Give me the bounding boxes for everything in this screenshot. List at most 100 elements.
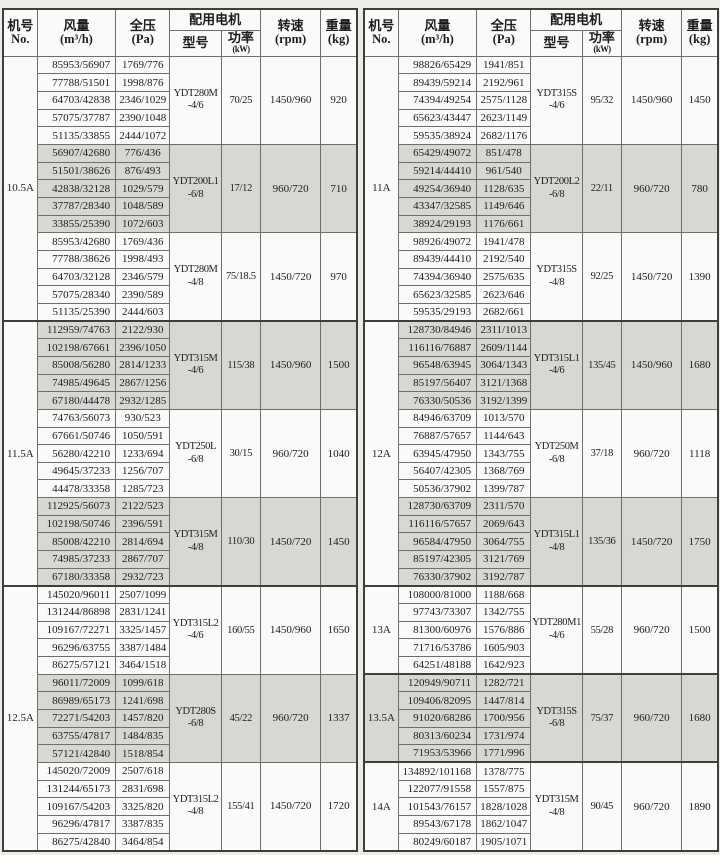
data-row: 96584/47950 3064/755 (364, 532, 718, 552)
cell-air-volume: 116116/57657 (397, 514, 478, 534)
data-row: 109167/54203 3325/820 (3, 797, 357, 816)
cell-air-volume: 85953/56907 (36, 55, 117, 75)
cell-air-volume: 56407/42305 (397, 461, 478, 481)
header-motor-power: 功率 (kW) (220, 30, 261, 57)
cell-speed: 1450/720 (620, 232, 683, 322)
cell-air-volume: 98826/65429 (397, 55, 478, 75)
cell-total-pressure: 1233/694 (115, 444, 171, 463)
cell-air-volume: 131244/65173 (36, 779, 117, 799)
cell-air-volume: 122077/91558 (397, 779, 478, 799)
data-row: 51135/33855 2444/1072 (3, 126, 357, 146)
data-row: 96011/72009 1099/618 YDT280S -6/8 45/22 960/… (3, 673, 358, 763)
cell-air-volume: 134892/101168 (397, 761, 478, 781)
cell-total-pressure: 1342/755 (476, 603, 532, 622)
cell-air-volume: 109167/72271 (36, 620, 117, 640)
cell-total-pressure: 2867/1256 (115, 373, 171, 393)
data-row: 12A 128730/84946 2311/1013 YDT315L1 -4/6 135… (363, 320, 719, 587)
cell-total-pressure: 1457/820 (115, 709, 171, 728)
cell-air-volume: 102198/50746 (36, 514, 117, 534)
data-row: 89543/67178 1862/1047 (364, 814, 718, 834)
cell-total-pressure: 2346/1029 (115, 91, 171, 110)
data-row: 44478/33358 1285/723 (3, 479, 357, 499)
cell-air-volume: 44478/33358 (36, 479, 117, 499)
cell-speed: 960/720 (620, 144, 683, 234)
cell-motor-power: 115/38 (220, 320, 261, 410)
cell-air-volume: 57121/42840 (36, 744, 117, 763)
header-total-pressure-zh: 全压 (490, 17, 517, 33)
cell-air-volume: 98926/49072 (397, 232, 478, 251)
cell-weight: 710 (320, 144, 358, 234)
header-total-pressure-en: (Pa) (131, 32, 154, 47)
cell-total-pressure: 2192/961 (476, 73, 532, 93)
cell-motor-model: YDT200L2 -6/8 (530, 144, 583, 234)
cell-total-pressure: 2831/1241 (115, 603, 171, 622)
cell-speed: 1450/720 (620, 497, 683, 587)
header-motor-model: 型号 (530, 30, 583, 57)
cell-speed: 960/720 (259, 408, 322, 499)
header-total-pressure: 全压 (Pa) (115, 8, 171, 57)
data-row: 56907/42680 776/436 YDT200L1 -6/8 17/12 960/… (3, 144, 358, 234)
data-row: 65429/49072 851/478 YDT200L2 -6/8 22/11 960/… (364, 144, 719, 234)
cell-total-pressure: 2623/646 (476, 285, 532, 304)
cell-total-pressure: 876/493 (115, 161, 171, 181)
header-air-volume-en: (m³/h) (59, 32, 93, 47)
cell-total-pressure: 2831/698 (115, 779, 171, 799)
cell-total-pressure: 2575/1128 (476, 91, 532, 110)
cell-air-volume: 64251/48188 (397, 656, 478, 675)
cell-air-volume: 85008/56280 (36, 355, 117, 375)
cell-air-volume: 56907/42680 (36, 144, 117, 163)
cell-motor-power: 135/36 (581, 497, 622, 587)
cell-weight: 1680 (681, 320, 719, 410)
data-row: 57121/42840 1518/854 (3, 744, 357, 763)
cell-total-pressure: 1862/1047 (476, 814, 532, 834)
cell-machine-no: 13A (363, 584, 399, 675)
cell-motor-model: YDT315S -6/8 (530, 673, 583, 763)
cell-total-pressure: 1998/876 (115, 73, 171, 93)
cell-air-volume: 91020/68286 (397, 709, 478, 728)
cell-air-volume: 51135/25390 (36, 302, 117, 322)
data-row: 63945/47950 1343/755 (364, 444, 718, 463)
data-row: 86275/42840 3464/854 (3, 832, 357, 852)
header-motor-model-zh: 型号 (543, 35, 570, 51)
cell-weight: 970 (320, 232, 358, 322)
header-motor-power-en: (kW) (232, 45, 250, 56)
cell-total-pressure: 1828/1028 (476, 797, 532, 816)
cell-total-pressure: 1343/755 (476, 444, 532, 463)
header-total-pressure-en: (Pa) (492, 32, 515, 47)
cell-air-volume: 97743/73307 (397, 603, 478, 622)
cell-air-volume: 76330/37902 (397, 567, 478, 587)
cell-air-volume: 65623/32585 (397, 285, 478, 304)
cell-motor-model: YDT315L2 -4/8 (169, 761, 222, 852)
cell-speed: 960/720 (259, 673, 322, 763)
header-machine-no-zh: 机号 (368, 17, 395, 33)
data-row: 64703/32128 2346/579 (3, 267, 357, 287)
cell-air-volume: 43347/32585 (397, 196, 478, 216)
cell-air-volume: 145020/96011 (36, 584, 117, 605)
data-row: 50536/37902 1399/787 (364, 479, 718, 499)
header-total-pressure-zh: 全压 (129, 17, 156, 33)
header-weight-zh: 重量 (686, 17, 713, 33)
cell-air-volume: 51135/33855 (36, 126, 117, 146)
cell-total-pressure: 1769/776 (115, 55, 171, 75)
cell-total-pressure: 2575/635 (476, 267, 532, 287)
cell-air-volume: 109406/82095 (397, 691, 478, 711)
cell-motor-power: 37/18 (581, 408, 622, 499)
data-row: 14A 134892/101168 1378/775 YDT315M -4/8 90/4… (363, 761, 719, 852)
data-row: 10.5A 85953/56907 1769/776 YDT280M -4/6 70/2… (2, 55, 358, 322)
cell-total-pressure: 1447/814 (476, 691, 532, 711)
data-row: 12.5A 145020/96011 2507/1099 YDT315L2 -4/6 1… (2, 584, 358, 852)
cell-total-pressure: 3192/787 (476, 567, 532, 587)
cell-air-volume: 65429/49072 (397, 144, 478, 163)
cell-motor-model: YDT280M1 -4/6 (530, 584, 583, 675)
data-row: 85008/42210 2814/694 (3, 532, 357, 552)
cell-total-pressure: 1149/646 (476, 196, 532, 216)
cell-machine-no: 11.5A (2, 320, 38, 587)
cell-total-pressure: 2623/1149 (476, 108, 532, 128)
cell-weight: 1680 (681, 673, 719, 763)
cell-weight: 780 (681, 144, 719, 234)
cell-total-pressure: 2507/618 (115, 761, 171, 781)
cell-total-pressure: 2311/1013 (476, 320, 532, 340)
cell-weight: 1890 (681, 761, 719, 852)
cell-motor-power: 22/11 (581, 144, 622, 234)
cell-total-pressure: 1769/436 (115, 232, 171, 251)
